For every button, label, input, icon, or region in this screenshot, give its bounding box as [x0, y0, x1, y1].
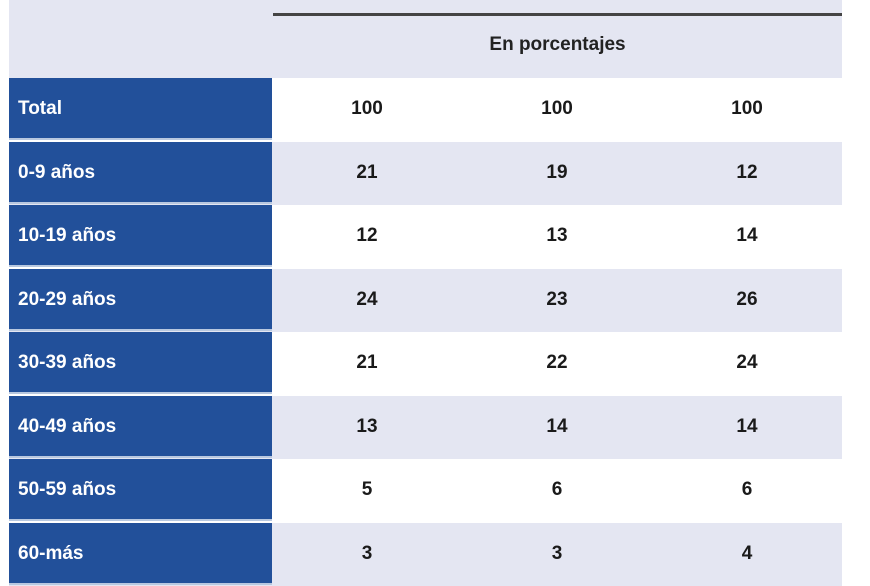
- table-cell: 14: [546, 415, 568, 437]
- table-cell: 13: [356, 415, 378, 437]
- row-label: 50-59 años: [9, 459, 272, 521]
- table-row: 40-49 años 13 14 14: [9, 395, 842, 459]
- table-row: 50-59 años 5 6 6: [9, 459, 842, 522]
- table-row: 60-más 3 3 4: [9, 522, 842, 586]
- row-label: 10-19 años: [9, 205, 272, 267]
- table-cell: 19: [546, 161, 568, 183]
- table-cell: 23: [546, 288, 568, 310]
- table-cell: 14: [736, 225, 758, 246]
- table-cell: 21: [356, 352, 378, 373]
- table-cell: 13: [546, 225, 568, 246]
- table-cell: 3: [551, 542, 563, 564]
- table-cell: 26: [736, 288, 758, 310]
- header-divider: [273, 13, 842, 16]
- row-label: Total: [9, 78, 272, 140]
- row-label: 0-9 años: [9, 141, 272, 204]
- unit-label: En porcentajes: [489, 34, 626, 55]
- table-row: 30-39 años 21 22 24: [9, 332, 842, 395]
- row-label: 40-49 años: [9, 395, 272, 458]
- table-cell: 22: [546, 352, 568, 373]
- table-row: 10-19 años 12 13 14: [9, 205, 842, 268]
- table-cell: 100: [541, 98, 573, 119]
- table-cell: 24: [736, 352, 758, 373]
- row-label: 20-29 años: [9, 268, 272, 331]
- table-cell: 24: [356, 288, 378, 310]
- table-cell: 12: [356, 225, 378, 246]
- row-label: 30-39 años: [9, 332, 272, 394]
- table-cell: 5: [361, 479, 373, 500]
- table-row: Total 100 100 100: [9, 78, 842, 141]
- table-cell: 6: [551, 479, 563, 500]
- table-cell: 12: [736, 161, 758, 183]
- table-cell: 14: [736, 415, 758, 437]
- table-cell: 100: [731, 98, 763, 119]
- table-cell: 6: [741, 479, 753, 500]
- table-row: 0-9 años 21 19 12: [9, 141, 842, 205]
- table-cell: 4: [741, 542, 753, 564]
- row-label: 60-más: [9, 522, 272, 585]
- table-cell: 3: [361, 542, 373, 564]
- table-cell: 21: [356, 161, 378, 183]
- table-row: 20-29 años 24 23 26: [9, 268, 842, 332]
- table-cell: 100: [351, 98, 383, 119]
